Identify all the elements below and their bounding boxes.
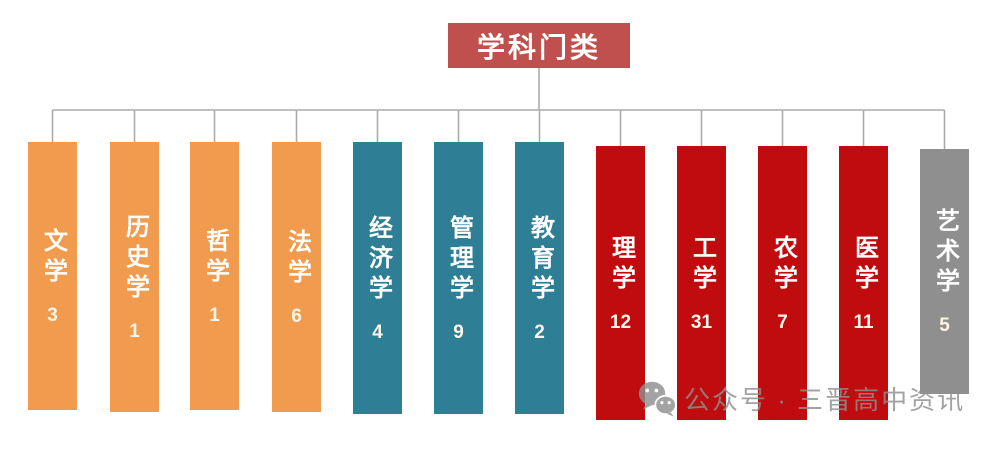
column-label: 历史学 (121, 213, 149, 304)
column-economics: 经济学 4 (353, 142, 402, 414)
column-arts: 艺术学 5 (920, 149, 969, 394)
column-history: 历史学 1 (110, 142, 159, 412)
column-label: 经济学 (364, 214, 392, 305)
column-label: 农学 (769, 234, 797, 295)
watermark-text: 公众号 · 三晋高中资讯 (684, 385, 966, 415)
column-science: 理学 12 (596, 146, 645, 420)
column-value: 3 (47, 304, 58, 326)
column-label: 教育学 (526, 214, 554, 305)
column-literature: 文学 3 (28, 142, 77, 410)
page-title: 学科门类 (476, 31, 601, 63)
column-value: 11 (853, 311, 874, 333)
column-label: 法学 (283, 228, 311, 289)
column-engineering: 工学 31 (677, 146, 726, 420)
column-management: 管理学 9 (434, 142, 483, 414)
column-value: 9 (453, 321, 464, 343)
title-box: 学科门类 (448, 23, 630, 68)
column-education: 教育学 2 (515, 142, 564, 414)
column-agriculture: 农学 7 (758, 146, 807, 420)
column-value: 31 (690, 311, 713, 333)
column-value: 6 (291, 305, 302, 327)
wechat-icon (638, 381, 677, 417)
column-label: 理学 (607, 234, 635, 295)
watermark: 公众号 · 三晋高中资讯 (637, 380, 965, 417)
column-value: 1 (209, 304, 220, 326)
column-label: 哲学 (201, 227, 229, 288)
column-value: 2 (534, 321, 545, 343)
column-label: 工学 (688, 234, 716, 295)
column-label: 文学 (39, 227, 67, 288)
column-medicine: 医学 11 (839, 146, 888, 420)
column-value: 1 (129, 320, 140, 342)
column-value: 12 (609, 311, 632, 333)
column-label: 管理学 (445, 214, 473, 305)
column-philosophy: 哲学 1 (190, 142, 239, 410)
column-label: 艺术学 (931, 208, 959, 298)
column-value: 4 (372, 321, 383, 343)
column-value: 7 (777, 311, 788, 333)
column-law: 法学 6 (272, 142, 321, 412)
column-label: 医学 (850, 234, 878, 295)
column-value: 5 (939, 315, 950, 336)
